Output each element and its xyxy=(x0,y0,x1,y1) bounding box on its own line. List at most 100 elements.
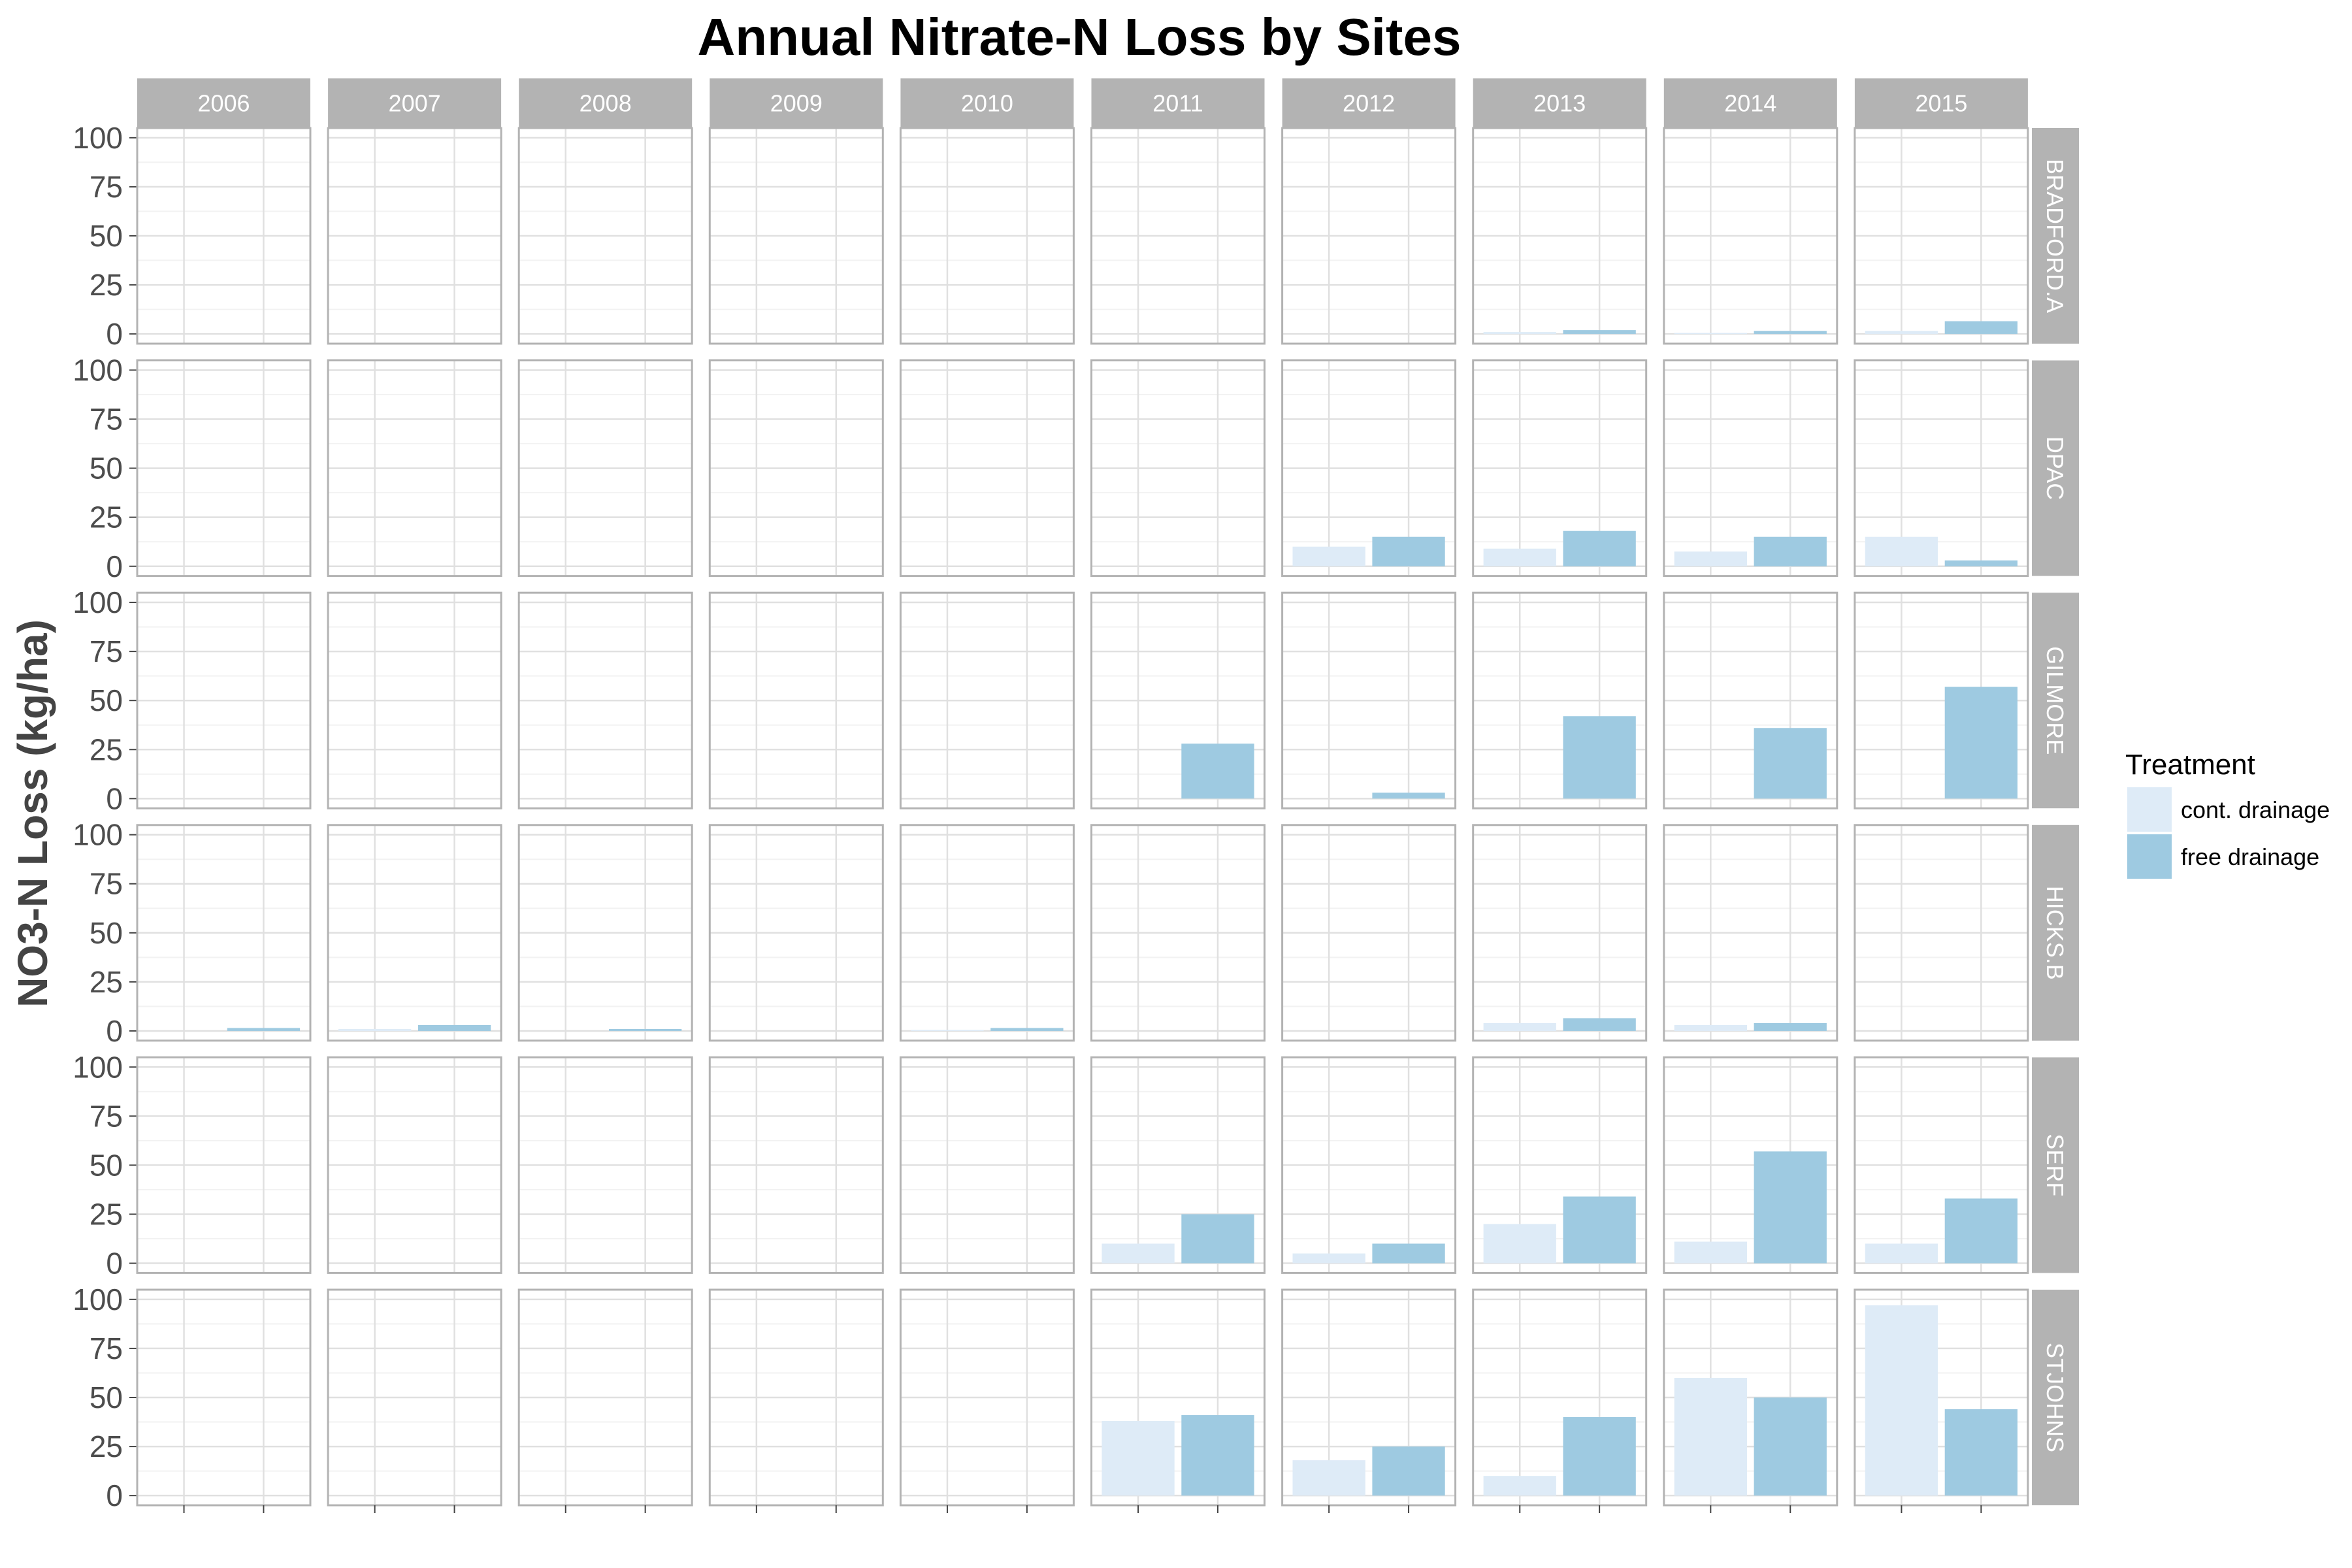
panel-stjohns-2008 xyxy=(517,1288,693,1513)
bar-cont-drainage xyxy=(1674,333,1747,335)
facet-strip-row-label: BRADFORD.A xyxy=(2042,159,2068,313)
panel-serf-2013 xyxy=(1472,1056,1648,1274)
bar-free-drainage xyxy=(1754,728,1827,799)
bar-free-drainage xyxy=(1563,716,1636,799)
facet-strip-col-label: 2006 xyxy=(197,90,250,117)
facet-strip-col-2009 xyxy=(710,78,883,127)
facet-strip-col-label: 2010 xyxy=(961,90,1013,117)
panel-border xyxy=(136,1056,312,1274)
facet-strip-col-2015 xyxy=(1854,78,2028,127)
bar-cont-drainage xyxy=(1674,1377,1747,1496)
panel-border xyxy=(327,1288,502,1507)
panel-hicks.b-2007 xyxy=(327,824,502,1042)
panel-border xyxy=(1854,824,2029,1042)
y-tick-label: 50 xyxy=(90,1148,123,1182)
y-tick-label: 25 xyxy=(90,965,123,999)
panel-stjohns-2015 xyxy=(1854,1288,2029,1513)
y-tick-label: 50 xyxy=(90,1380,123,1414)
bar-free-drainage xyxy=(1754,1151,1827,1264)
panel-border xyxy=(1090,127,1266,345)
y-tick-label: 100 xyxy=(73,121,123,155)
panel-border xyxy=(517,127,693,345)
facet-strip-col-2013 xyxy=(1473,78,1646,127)
panel-border xyxy=(1854,591,2029,809)
panel-border xyxy=(1854,1056,2029,1274)
bar-cont-drainage xyxy=(1483,548,1556,566)
bar-cont-drainage xyxy=(1674,551,1747,566)
panel-border xyxy=(708,359,884,578)
bar-free-drainage xyxy=(990,1028,1064,1031)
facet-strip-col-label: 2009 xyxy=(770,90,823,117)
facet-strip-col-2010 xyxy=(900,78,1074,127)
bar-cont-drainage xyxy=(1483,332,1556,335)
facet-strip-row-hicks.b xyxy=(2032,825,2079,1041)
y-tick-label: 75 xyxy=(90,1099,123,1133)
panel-hicks.b-2006 xyxy=(136,824,312,1042)
bar-free-drainage xyxy=(609,1028,682,1031)
y-tick-label: 25 xyxy=(90,1429,123,1463)
bar-cont-drainage xyxy=(1483,1476,1556,1496)
panel-bradford.a-2008 xyxy=(517,127,693,345)
bar-free-drainage xyxy=(1181,743,1254,799)
y-tick-label: 100 xyxy=(73,818,123,852)
panel-gilmore-2012 xyxy=(1281,591,1457,809)
panel-border xyxy=(517,591,693,809)
bar-cont-drainage xyxy=(1865,1305,1938,1496)
panel-border xyxy=(899,1056,1075,1274)
panel-border xyxy=(1281,1288,1457,1507)
panel-dpac-2008 xyxy=(517,359,693,578)
panel-bradford.a-2009 xyxy=(708,127,884,345)
panel-dpac-2010 xyxy=(899,359,1075,578)
y-tick-label: 100 xyxy=(73,1050,123,1084)
panel-border xyxy=(136,127,312,345)
bar-free-drainage xyxy=(1944,321,2017,335)
y-tick-label: 50 xyxy=(90,219,123,253)
panel-gilmore-2014 xyxy=(1663,591,1838,809)
bar-free-drainage xyxy=(1944,1409,2017,1496)
facet-strip-row-label: STJOHNS xyxy=(2042,1343,2068,1452)
y-tick-label: 100 xyxy=(73,353,123,387)
y-tick-label: 50 xyxy=(90,451,123,485)
bar-free-drainage xyxy=(1754,536,1827,566)
facet-strip-col-label: 2007 xyxy=(389,90,441,117)
panel-gilmore-2006 xyxy=(136,591,312,809)
panel-serf-2012 xyxy=(1281,1056,1457,1274)
panel-bradford.a-2011 xyxy=(1090,127,1266,345)
panel-serf-2007 xyxy=(327,1056,502,1274)
panel-serf-2006 xyxy=(136,1056,312,1274)
panel-gilmore-2015 xyxy=(1854,591,2029,809)
facet-strip-row-stjohns xyxy=(2032,1290,2079,1505)
panel-serf-2015 xyxy=(1854,1056,2029,1274)
legend-title: Treatment xyxy=(2125,749,2255,781)
bar-cont-drainage xyxy=(911,1030,984,1031)
bar-cont-drainage xyxy=(1483,1224,1556,1264)
facet-strip-col-label: 2012 xyxy=(1343,90,1395,117)
panel-serf-2008 xyxy=(517,1056,693,1274)
panel-border xyxy=(1663,127,1838,345)
panel-border xyxy=(1472,1056,1648,1274)
panel-stjohns-2009 xyxy=(708,1288,884,1513)
facet-strip-row-bradford.a xyxy=(2032,128,2079,344)
panel-bradford.a-2006 xyxy=(136,127,312,345)
panel-border xyxy=(708,1056,884,1274)
bar-free-drainage xyxy=(1563,1417,1636,1496)
facet-strip-col-label: 2015 xyxy=(1915,90,1967,117)
panel-border xyxy=(1472,591,1648,809)
panel-serf-2011 xyxy=(1090,1056,1266,1274)
panel-dpac-2012 xyxy=(1281,359,1457,578)
legend: Treatment cont. drainage free drainage xyxy=(2125,749,2330,879)
panel-hicks.b-2013 xyxy=(1472,824,1648,1042)
panel-stjohns-2012 xyxy=(1281,1288,1457,1513)
panel-hicks.b-2014 xyxy=(1663,824,1838,1042)
panel-border xyxy=(1472,1288,1648,1507)
panel-border xyxy=(708,127,884,345)
bar-free-drainage xyxy=(1944,1198,2017,1264)
panel-dpac-2006 xyxy=(136,359,312,578)
bar-free-drainage xyxy=(1181,1214,1254,1264)
panel-dpac-2007 xyxy=(327,359,502,578)
panel-serf-2009 xyxy=(708,1056,884,1274)
legend-key-free-drainage xyxy=(2127,834,2172,879)
facet-strip-col-label: 2008 xyxy=(580,90,632,117)
panel-gilmore-2007 xyxy=(327,591,502,809)
